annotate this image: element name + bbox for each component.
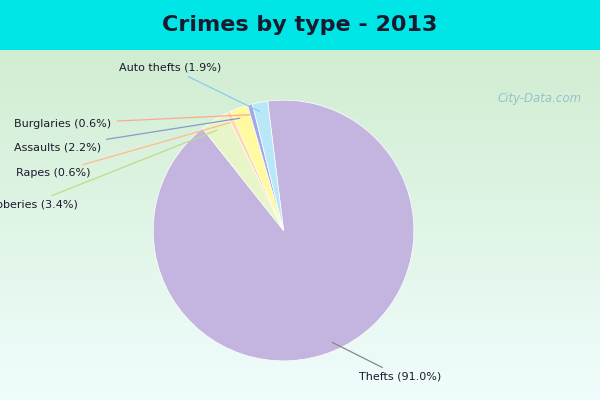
Text: Assaults (2.2%): Assaults (2.2%): [14, 118, 240, 152]
Text: City-Data.com: City-Data.com: [498, 92, 582, 105]
Text: Burglaries (0.6%): Burglaries (0.6%): [14, 115, 250, 129]
Wedge shape: [226, 111, 284, 230]
Text: Crimes by type - 2013: Crimes by type - 2013: [163, 15, 437, 35]
Text: Thefts (91.0%): Thefts (91.0%): [332, 342, 442, 382]
Text: Robberies (3.4%): Robberies (3.4%): [0, 130, 217, 210]
Text: Auto thefts (1.9%): Auto thefts (1.9%): [119, 62, 259, 111]
Wedge shape: [230, 105, 284, 230]
Wedge shape: [253, 101, 284, 230]
Text: Rapes (0.6%): Rapes (0.6%): [16, 123, 230, 178]
Wedge shape: [153, 100, 414, 361]
Wedge shape: [248, 104, 284, 230]
Wedge shape: [203, 114, 284, 230]
